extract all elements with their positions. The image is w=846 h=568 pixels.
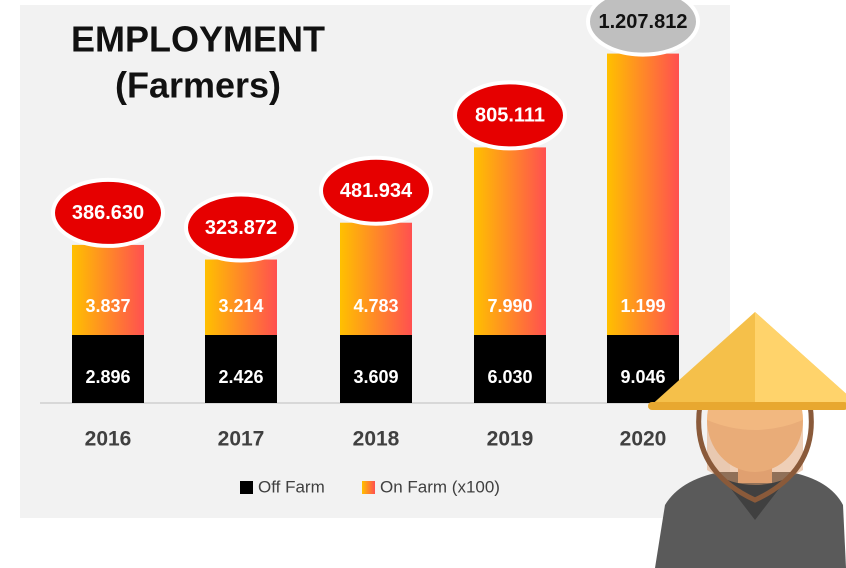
chart-title: EMPLOYMENT (71, 19, 325, 60)
chart: EMPLOYMENT (Farmers) 2.896 3.837 386.630 20… (0, 0, 846, 568)
value-label: 1.199 (620, 296, 665, 316)
legend-swatch (362, 481, 375, 494)
bar-on-farm (340, 223, 412, 335)
legend-label: On Farm (x100) (380, 477, 500, 496)
page: {"chart_data": {"type": "stacked-bar", "… (0, 0, 846, 568)
total-label: 386.630 (72, 202, 144, 224)
total-label: 805.111 (475, 105, 545, 127)
total-label: 481.934 (340, 180, 413, 202)
bar-on-farm (72, 245, 144, 335)
value-label: 3.609 (353, 367, 398, 387)
legend-label: Off Farm (258, 477, 325, 496)
legend-swatch (240, 481, 253, 494)
total-label: 323.872 (205, 217, 277, 239)
value-label: 7.990 (487, 296, 532, 316)
total-label: 1.207.812 (599, 11, 688, 33)
x-tick-label: 2019 (487, 428, 534, 451)
value-label: 6.030 (487, 367, 532, 387)
x-tick-label: 2017 (218, 428, 265, 451)
value-label: 2.896 (85, 367, 130, 387)
value-label: 9.046 (620, 367, 665, 387)
chart-subtitle: (Farmers) (115, 65, 281, 106)
bar-on-farm (607, 54, 679, 335)
value-label: 3.837 (85, 296, 130, 316)
value-label: 4.783 (353, 296, 398, 316)
x-tick-label: 2018 (353, 428, 400, 451)
value-label: 2.426 (218, 367, 263, 387)
value-label: 3.214 (218, 296, 263, 316)
x-tick-label: 2016 (85, 428, 132, 451)
x-tick-label: 2020 (620, 428, 667, 451)
